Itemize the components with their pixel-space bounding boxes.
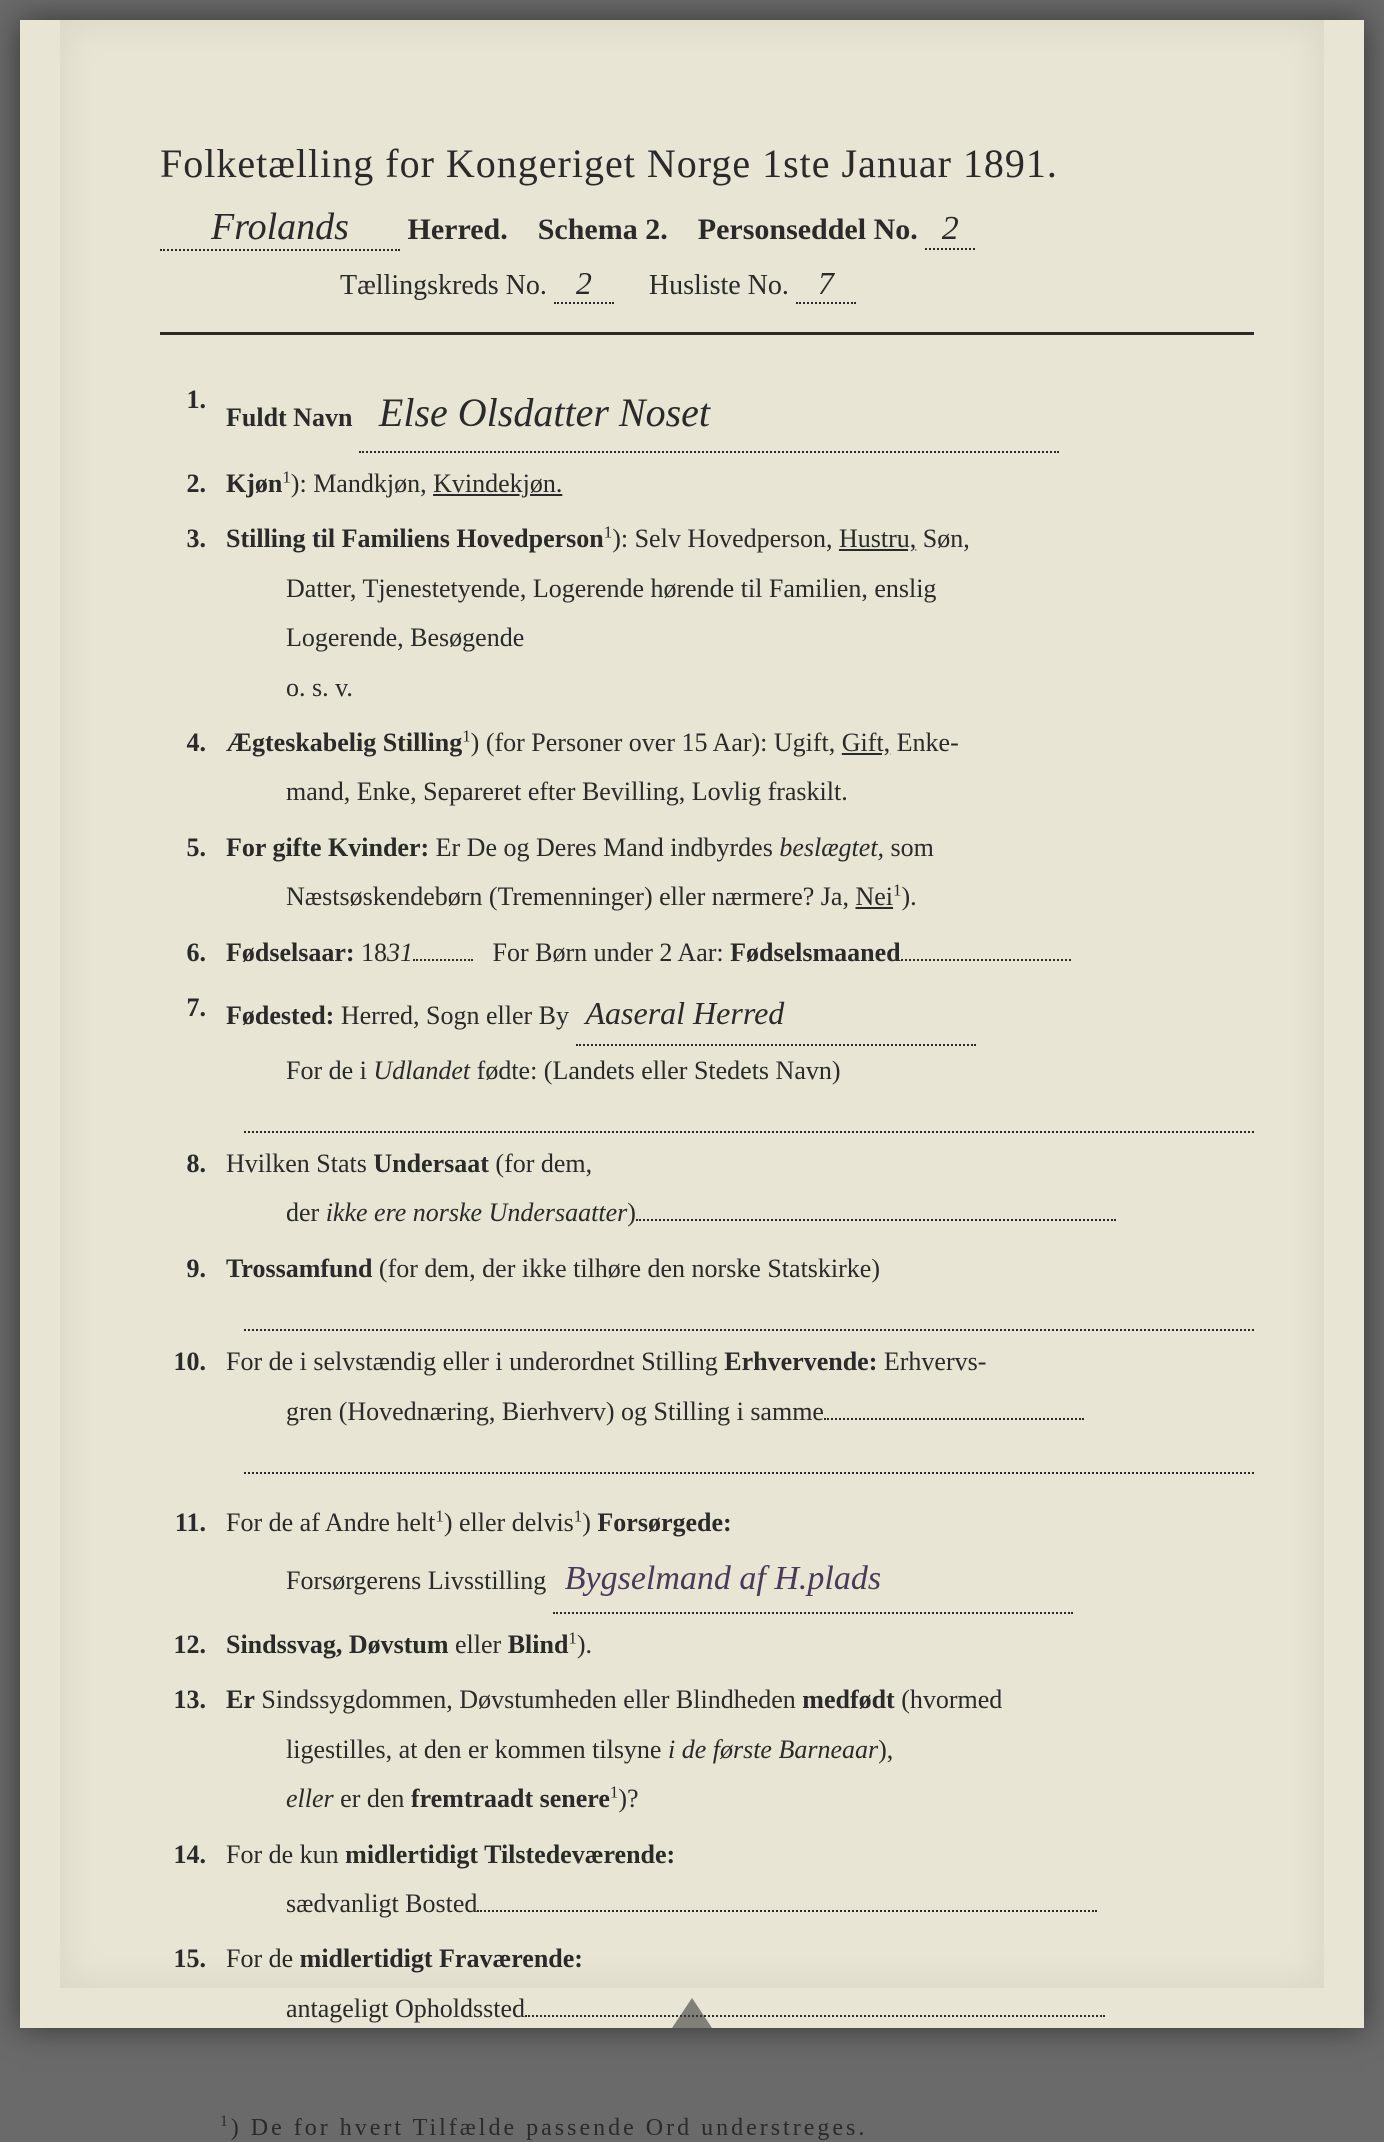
- husliste-no: 7: [796, 265, 856, 304]
- item-4: 4. Ægteskabelig Stilling1) (for Personer…: [160, 718, 1254, 817]
- footnote: 1) De for hvert Tilfælde passende Ord un…: [160, 2113, 1254, 2142]
- label-trossamfund: Trossamfund: [226, 1254, 372, 1283]
- item-1: 1. Fuldt Navn Else Olsdatter Noset: [160, 375, 1254, 453]
- label-sindssvag: Sindssvag, Døvstum: [226, 1630, 449, 1659]
- item-5: 5. For gifte Kvinder: Er De og Deres Man…: [160, 823, 1254, 922]
- gift-underlined: Gift,: [842, 728, 890, 757]
- subtitle-row-1: Frolands Herred. Schema 2. Personseddel …: [160, 205, 1254, 251]
- label-stilling: Stilling til Familiens Hovedperson: [226, 524, 604, 553]
- label-forsorgede: Forsørgede:: [597, 1508, 731, 1537]
- kvindekjon-underlined: Kvindekjøn.: [433, 469, 562, 498]
- item-6: 6. Fødselsaar: 1831 For Børn under 2 Aar…: [160, 928, 1254, 977]
- label-fodested: Fødested:: [226, 1001, 334, 1030]
- label-fremtraadt: fremtraadt senere: [411, 1784, 610, 1813]
- label-fravaerende: midlertidigt Fraværende:: [300, 1944, 583, 1973]
- label-medfodt: medfødt: [802, 1685, 894, 1714]
- item-3: 3. Stilling til Familiens Hovedperson1):…: [160, 514, 1254, 712]
- label-fodselsaar: Fødselsaar:: [226, 938, 355, 967]
- main-title: Folketælling for Kongeriget Norge 1ste J…: [160, 140, 1254, 187]
- subtitle-row-2: Tællingskreds No. 2 Husliste No. 7: [160, 265, 1254, 304]
- year-handwritten: 31: [387, 928, 413, 977]
- divider-line: [160, 332, 1254, 335]
- herred-label: Herred.: [408, 213, 508, 246]
- item-9: 9. Trossamfund (for dem, der ikke tilhør…: [160, 1244, 1254, 1293]
- item-14: 14. For de kun midlertidigt Tilstedevære…: [160, 1830, 1254, 1929]
- tkreds-label: Tællingskreds No.: [340, 270, 547, 301]
- form-body: 1. Fuldt Navn Else Olsdatter Noset 2. Kj…: [160, 375, 1254, 2033]
- hustru-underlined: Hustru,: [839, 524, 916, 553]
- item-13: 13. Er Sindssygdommen, Døvstumheden elle…: [160, 1675, 1254, 1823]
- dotted-blank-7: [244, 1101, 1254, 1133]
- fodested-handwritten: Aaseral Herred: [576, 983, 976, 1046]
- nei-underlined: Nei: [855, 882, 893, 911]
- item-7: 7. Fødested: Herred, Sogn eller By Aaser…: [160, 983, 1254, 1095]
- label-gifte-kvinder: For gifte Kvinder:: [226, 833, 429, 862]
- personseddel-label: Personseddel No.: [698, 213, 918, 246]
- census-form-page: Folketælling for Kongeriget Norge 1ste J…: [20, 20, 1364, 2028]
- item-10: 10. For de i selvstændig eller i underor…: [160, 1337, 1254, 1436]
- personseddel-no: 2: [925, 210, 975, 250]
- dotted-blank-10: [244, 1442, 1254, 1474]
- tkreds-no: 2: [554, 265, 614, 304]
- item-12: 12. Sindssvag, Døvstum eller Blind1).: [160, 1620, 1254, 1669]
- name-handwritten: Else Olsdatter Noset: [359, 375, 1059, 453]
- item-2: 2. Kjøn1): Mandkjøn, Kvindekjøn.: [160, 459, 1254, 508]
- schema-label: Schema 2.: [538, 213, 668, 246]
- husliste-label: Husliste No.: [649, 270, 789, 301]
- label-undersaat: Undersaat: [373, 1149, 489, 1178]
- label-kjon: Kjøn: [226, 469, 282, 498]
- label-erhvervende: Erhvervende:: [724, 1347, 877, 1376]
- dotted-blank-9: [244, 1299, 1254, 1331]
- item-11: 11. For de af Andre helt1) eller delvis1…: [160, 1498, 1254, 1614]
- label-aegteskab: Ægteskabelig Stilling: [226, 728, 462, 757]
- label-tilstedevaerende: midlertidigt Tilstedeværende:: [345, 1840, 675, 1869]
- item-15: 15. For de midlertidigt Fraværende: anta…: [160, 1934, 1254, 2033]
- label-fuldt-navn: Fuldt Navn: [226, 403, 352, 432]
- herred-handwritten: Frolands: [160, 205, 400, 251]
- item-8: 8. Hvilken Stats Undersaat (for dem, der…: [160, 1139, 1254, 1238]
- livsstilling-handwritten: Bygselmand af H.plads: [553, 1547, 1073, 1614]
